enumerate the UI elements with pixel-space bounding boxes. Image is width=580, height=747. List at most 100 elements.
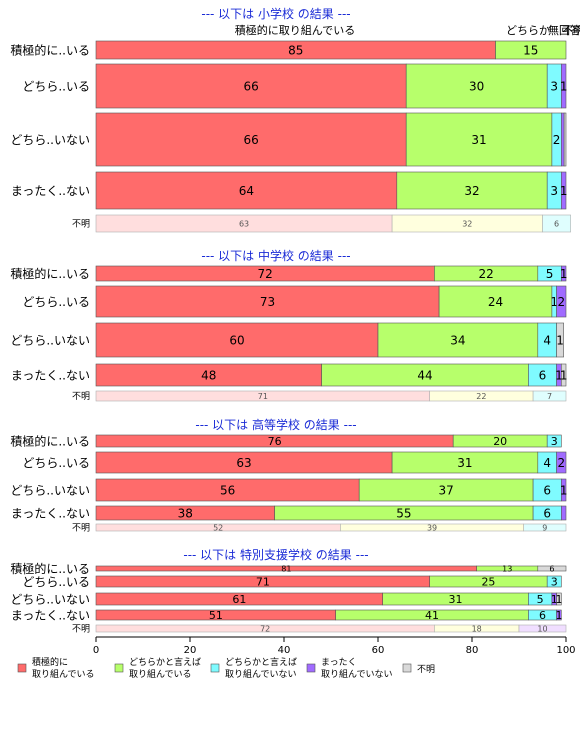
data-label: 39	[427, 523, 437, 532]
bar-segment	[546, 434, 562, 448]
data-label: 13	[502, 564, 512, 573]
legend-label: どちらかと言えば	[129, 656, 201, 668]
data-label: 4	[543, 456, 551, 470]
data-label: 73	[260, 295, 275, 309]
x-tick-label: 40	[278, 645, 291, 656]
data-label: 31	[457, 456, 472, 470]
bar-segment	[546, 575, 562, 588]
data-label: 41	[425, 609, 439, 622]
category-label: どちら..いる	[22, 575, 90, 589]
data-label: 18	[472, 624, 482, 633]
data-label: 1	[550, 295, 558, 309]
legend-label: 取り組んでいない	[321, 668, 393, 680]
data-label: 71	[256, 575, 270, 588]
data-label: 1	[560, 267, 568, 281]
x-tick-label: 100	[556, 645, 575, 656]
data-label: 24	[488, 295, 503, 309]
bar-segment	[438, 285, 553, 318]
bar-segment	[396, 171, 548, 210]
category-label: どちら..いる	[22, 456, 90, 470]
bar-segment	[560, 112, 565, 167]
header-label: 積極的に取り組んでいる	[235, 23, 355, 37]
data-label: 72	[258, 267, 273, 281]
bar-segment	[523, 523, 567, 532]
data-label: 32	[462, 219, 472, 228]
legend-swatch	[306, 663, 316, 673]
data-label: 5	[546, 267, 554, 281]
data-label: 7	[547, 392, 552, 401]
legend-label: 積極的に	[32, 656, 68, 668]
data-label: 1	[556, 333, 564, 347]
header-label: 無回答	[548, 23, 580, 37]
legend-swatch	[210, 663, 220, 673]
bar-segment	[518, 624, 567, 633]
data-label: 1	[560, 368, 568, 382]
bar-segment	[495, 40, 567, 60]
data-label: 2	[557, 295, 565, 309]
category-label: 不明	[72, 523, 90, 534]
data-label: 2	[557, 456, 565, 470]
category-label: 不明	[72, 391, 90, 402]
bar-segment	[560, 478, 567, 502]
data-label: 25	[481, 575, 495, 588]
legend-label: 不明	[417, 664, 435, 675]
category-label: まったく..ない	[11, 506, 90, 520]
data-label: 6	[539, 368, 547, 382]
data-label: 44	[417, 368, 432, 382]
data-label: 22	[478, 267, 493, 281]
category-label: どちら..いない	[10, 592, 90, 606]
data-label: 1	[560, 79, 568, 93]
bar-segment	[556, 609, 562, 621]
data-label: 15	[523, 43, 538, 57]
bar-segment	[537, 565, 567, 572]
category-label: 不明	[72, 219, 90, 230]
data-label: 60	[229, 333, 244, 347]
data-label: 6	[539, 609, 546, 622]
category-label: まったく..ない	[11, 608, 90, 622]
header-label: どちらか	[506, 24, 550, 37]
data-label: 32	[464, 184, 479, 198]
bar-segment	[95, 322, 379, 358]
data-label: 66	[243, 133, 258, 147]
category-label: 積極的に..いる	[10, 433, 90, 448]
data-label: 1	[555, 609, 562, 622]
data-label: 10	[537, 624, 547, 633]
data-label: 1	[560, 184, 568, 198]
bar-segment	[556, 451, 567, 474]
data-label: 85	[288, 43, 303, 57]
data-label: 20	[493, 435, 507, 448]
category-label: まったく..ない	[11, 368, 90, 382]
category-label: 積極的に..いる	[10, 561, 90, 576]
data-label: 5	[537, 593, 544, 606]
bar-segment	[560, 505, 567, 521]
data-label: 2	[553, 133, 561, 147]
legend-label: まったく	[321, 657, 357, 668]
data-label: 72	[260, 624, 270, 633]
category-label: 積極的に..いる	[10, 266, 90, 281]
bar-segment	[95, 285, 440, 318]
bar-segment	[405, 63, 548, 109]
data-label: 48	[201, 368, 216, 382]
legend-label: 取り組んでいない	[225, 668, 297, 680]
data-label: 34	[450, 333, 465, 347]
data-label: 31	[449, 593, 463, 606]
data-label: 1	[560, 483, 568, 497]
category-label: どちら..いる	[22, 295, 90, 309]
bar-segment	[532, 390, 567, 402]
data-label: 30	[469, 79, 484, 93]
data-label: 51	[209, 609, 223, 622]
category-label: 積極的に..いる	[10, 42, 90, 57]
data-label: 66	[243, 79, 258, 93]
data-label: 37	[439, 483, 454, 497]
data-label: 81	[281, 564, 291, 573]
data-label: 9	[542, 523, 547, 532]
legend-swatch	[114, 663, 124, 673]
data-label: 64	[239, 184, 254, 198]
data-label: 38	[178, 506, 193, 520]
data-label: 3	[551, 435, 558, 448]
bar-segment	[556, 285, 567, 318]
data-label: 6	[543, 483, 551, 497]
data-label: 6	[543, 506, 551, 520]
data-label: 6	[549, 564, 554, 573]
